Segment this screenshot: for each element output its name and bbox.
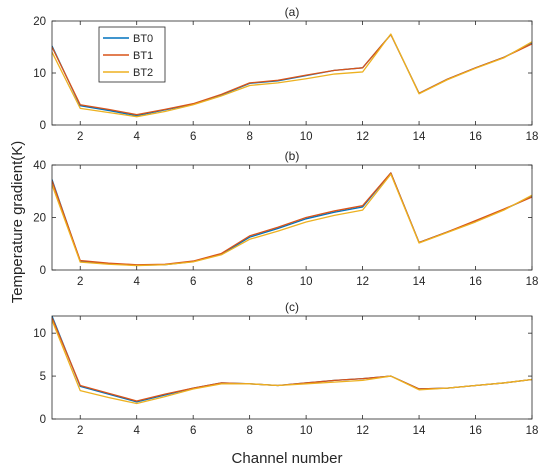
x-tick-label: 18 (526, 276, 539, 288)
series-group (52, 33, 532, 118)
y-tick-label: 10 (33, 328, 46, 340)
axes-box (51, 164, 533, 271)
x-tick-label: 16 (469, 276, 482, 288)
legend: BT0 BT1 BT2 (98, 26, 166, 83)
series-line-bt2 (52, 33, 532, 118)
x-tick-label: 2 (77, 276, 83, 288)
series-line-bt2 (52, 320, 532, 405)
subplot-panel: 2 4 6 8 10 12 14 16 18 0 10 20 (a) BT0 BT1 BT2 (33, 5, 538, 143)
x-axis-label: Channel number (232, 450, 343, 467)
x-tick-label: 6 (190, 425, 196, 437)
x-tick-label: 4 (134, 276, 141, 288)
x-tick-label: 2 (77, 425, 83, 437)
x-tick-label: 16 (469, 425, 482, 437)
legend-label-bt2: BT2 (133, 67, 153, 79)
subplot-panel: 2 4 6 8 10 12 14 16 18 0 20 40 (b) (33, 149, 538, 288)
x-tick-label: 14 (413, 425, 426, 437)
y-tick-label: 20 (33, 213, 46, 225)
legend-label-bt0: BT0 (133, 33, 153, 45)
x-tick-label: 6 (190, 276, 196, 288)
x-tick-label: 14 (413, 131, 426, 143)
legend-label-bt1: BT1 (133, 50, 153, 62)
x-tick-label: 14 (413, 276, 426, 288)
x-tick-label: 10 (300, 425, 313, 437)
subplot-title: (b) (285, 149, 300, 163)
x-tick-label: 10 (300, 131, 313, 143)
y-tick-label: 0 (40, 414, 46, 426)
axes-box (51, 315, 533, 420)
x-tick-label: 4 (134, 131, 141, 143)
series-group (52, 172, 532, 267)
x-tick-label: 16 (469, 131, 482, 143)
x-tick-label: 4 (134, 425, 141, 437)
x-tick-label: 6 (190, 131, 196, 143)
series-line-bt0 (52, 172, 532, 266)
y-tick-label: 10 (33, 68, 46, 80)
y-tick-label: 5 (40, 371, 46, 383)
y-axis-label: Temperature gradient(K) (9, 141, 26, 304)
x-tick-label: 8 (246, 425, 252, 437)
x-tick-label: 12 (356, 276, 369, 288)
series-line-bt1 (52, 172, 532, 266)
subplot-title: (c) (285, 300, 299, 314)
x-tick-label: 18 (526, 131, 539, 143)
series-group (52, 316, 532, 405)
y-tick-label: 40 (33, 160, 46, 172)
x-tick-label: 12 (356, 131, 369, 143)
y-tick-label: 0 (40, 265, 46, 277)
series-line-bt1 (52, 317, 532, 402)
series-line-bt0 (52, 316, 532, 403)
y-tick-label: 20 (33, 16, 46, 28)
x-tick-label: 18 (526, 425, 539, 437)
x-tick-label: 8 (246, 131, 252, 143)
y-tick-label: 0 (40, 120, 46, 132)
subplot-panel: 2 4 6 8 10 12 14 16 18 0 5 10 (c) (33, 300, 538, 437)
series-line-bt2 (52, 173, 532, 267)
x-tick-label: 2 (77, 131, 83, 143)
x-tick-label: 12 (356, 425, 369, 437)
x-tick-label: 8 (246, 276, 252, 288)
subplot-title: (a) (285, 5, 300, 19)
x-tick-label: 10 (300, 276, 313, 288)
